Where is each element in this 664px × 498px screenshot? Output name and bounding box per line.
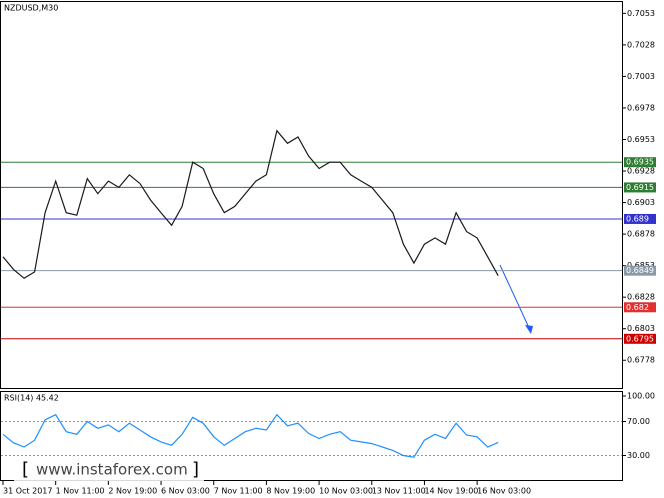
level-label-box xyxy=(624,213,656,224)
series-line xyxy=(2,129,499,280)
level-label: 0.6849 xyxy=(626,266,654,275)
level-label-box xyxy=(624,265,656,276)
x-tick-label: 14 Nov 19:00 xyxy=(424,487,478,496)
watermark-bracket: [ xyxy=(22,459,29,480)
watermark-box xyxy=(14,457,204,481)
series-line xyxy=(2,413,499,458)
y-tick-label: 70.00 xyxy=(627,417,650,426)
y-tick-label: 100.00 xyxy=(627,392,655,401)
x-tick-label: 31 Oct 2017 xyxy=(3,487,52,496)
y-tick-label: 0.7053 xyxy=(627,9,655,18)
x-tick-label: 10 Nov 03:00 xyxy=(319,487,373,496)
x-tick-label: 13 Nov 11:00 xyxy=(372,487,426,496)
level-label-box xyxy=(624,302,656,313)
y-tick-label: 0.6878 xyxy=(627,230,655,239)
arrow-line xyxy=(499,264,531,331)
y-tick-label: 0.6828 xyxy=(627,293,655,302)
level-label-box xyxy=(624,333,656,344)
level-label: 0.6915 xyxy=(626,183,654,192)
level-label: 0.6795 xyxy=(626,334,654,343)
y-tick-label: 0.6928 xyxy=(627,167,655,176)
rsi-title: RSI(14) 45.42 xyxy=(4,394,59,403)
price-frame xyxy=(0,1,623,389)
level-label: 0.682 xyxy=(626,303,649,312)
y-tick-label: 30.00 xyxy=(627,451,650,460)
level-label-box xyxy=(624,157,656,168)
y-tick-label: 0.6903 xyxy=(627,198,655,207)
watermark: [ www.instaforex.com ] xyxy=(14,457,204,481)
x-tick-label: 8 Nov 19:00 xyxy=(266,487,315,496)
rsi-frame xyxy=(0,391,623,481)
watermark-text: www.instaforex.com xyxy=(36,461,188,479)
x-tick-label: 16 Nov 03:00 xyxy=(477,487,531,496)
y-tick-label: 0.6853 xyxy=(627,261,655,270)
chart-title: NZDUSD,M30 xyxy=(4,4,58,13)
x-tick-label: 7 Nov 11:00 xyxy=(214,487,263,496)
x-tick-label: 6 Nov 03:00 xyxy=(161,487,210,496)
arrow-head xyxy=(525,325,533,334)
level-label: 0.689 xyxy=(626,214,649,223)
x-tick-label: 1 Nov 11:00 xyxy=(56,487,105,496)
level-label: 0.6935 xyxy=(626,158,654,167)
y-tick-label: 0.6803 xyxy=(627,324,655,333)
y-tick-label: 0.6953 xyxy=(627,135,655,144)
level-label-box xyxy=(624,182,656,193)
y-tick-label: 0.6778 xyxy=(627,356,655,365)
watermark-bracket: ] xyxy=(192,459,199,480)
y-tick-label: 0.6978 xyxy=(627,103,655,112)
y-tick-label: 0.7028 xyxy=(627,40,655,49)
forecast-arrow xyxy=(499,264,533,334)
y-tick-label: 0.7003 xyxy=(627,72,655,81)
x-tick-label: 2 Nov 19:00 xyxy=(108,487,157,496)
